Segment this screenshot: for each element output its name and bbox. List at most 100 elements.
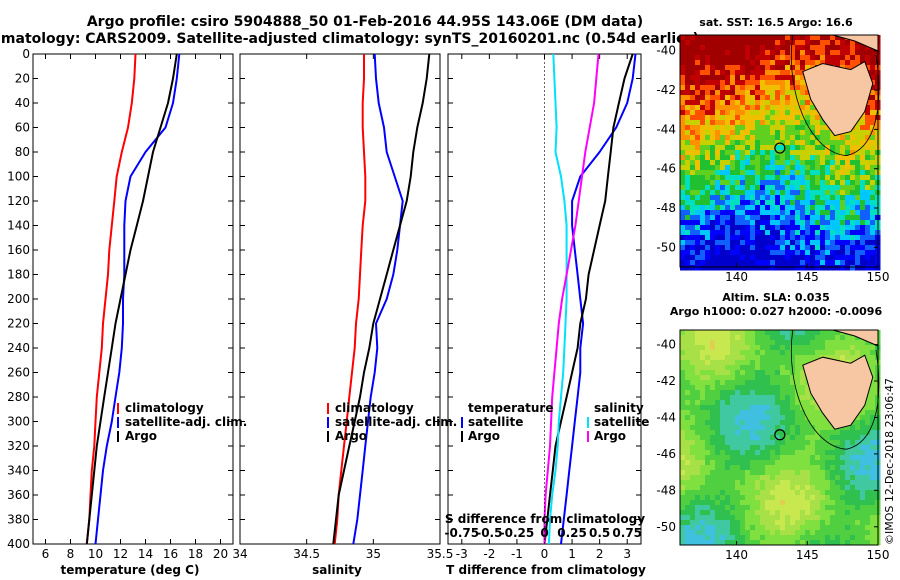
map-cell — [840, 525, 846, 531]
map-cell — [765, 390, 771, 396]
map-cell — [840, 150, 846, 156]
map-cell — [755, 165, 761, 171]
map-cell — [810, 150, 816, 156]
map-cell — [705, 160, 711, 166]
map-cell — [710, 35, 716, 41]
map-cell — [740, 540, 746, 546]
map-cell — [700, 525, 706, 531]
map-cell — [690, 345, 696, 351]
depth-tick-label: 340 — [7, 464, 30, 478]
map-cell — [820, 210, 826, 216]
map-cell — [805, 335, 811, 341]
map-cell — [740, 505, 746, 511]
map-cell — [860, 180, 866, 186]
map-cell — [830, 490, 836, 496]
map-cell — [720, 495, 726, 501]
map-cell — [800, 485, 806, 491]
map-cell — [705, 60, 711, 66]
map-cell — [755, 145, 761, 151]
map-cell — [690, 510, 696, 516]
map-cell — [815, 540, 821, 546]
map-cell — [845, 485, 851, 491]
map-cell — [860, 480, 866, 486]
map-cell — [825, 180, 831, 186]
title-line-2: Climatology: CARS2009. Satellite-adjuste… — [0, 31, 699, 47]
map-cell — [710, 515, 716, 521]
map-cell — [860, 220, 866, 226]
map-cell — [860, 155, 866, 161]
map-cell — [705, 370, 711, 376]
map-cell — [745, 145, 751, 151]
map-cell — [865, 50, 871, 56]
map-cell — [745, 495, 751, 501]
map-cell — [705, 355, 711, 361]
map-cell — [725, 190, 731, 196]
map-cell — [695, 400, 701, 406]
map-cell — [795, 150, 801, 156]
map-cell — [810, 170, 816, 176]
map-cell — [680, 465, 686, 471]
map-cell — [680, 470, 686, 476]
map-cell — [700, 130, 706, 136]
map-cell — [850, 230, 856, 236]
map-cell — [740, 195, 746, 201]
map-cell — [755, 460, 761, 466]
map-cell — [720, 150, 726, 156]
map-cell — [830, 440, 836, 446]
map-cell — [730, 335, 736, 341]
map-cell — [750, 170, 756, 176]
map-cell — [705, 365, 711, 371]
map-cell — [770, 45, 776, 51]
map-cell — [730, 400, 736, 406]
map-cell — [695, 500, 701, 506]
map-cell — [780, 160, 786, 166]
map-cell — [725, 345, 731, 351]
map-cell — [805, 395, 811, 401]
map-cell — [700, 440, 706, 446]
map-cell — [755, 330, 761, 336]
map-cell — [735, 85, 741, 91]
map-cell — [720, 215, 726, 221]
map-cell — [870, 265, 876, 271]
map-cell — [870, 140, 876, 146]
map-cell — [750, 50, 756, 56]
map-cell — [865, 180, 871, 186]
map-cell — [715, 55, 721, 61]
map-cell — [770, 50, 776, 56]
map-cell — [685, 260, 691, 266]
map-cell — [865, 500, 871, 506]
map-cell — [775, 340, 781, 346]
map-cell — [795, 335, 801, 341]
map-cell — [760, 215, 766, 221]
map-cell — [715, 405, 721, 411]
map-cell — [865, 435, 871, 441]
map-cell — [860, 240, 866, 246]
map-cell — [700, 255, 706, 261]
lat-tick-label: -48 — [656, 201, 676, 215]
map-cell — [820, 415, 826, 421]
map-cell — [745, 445, 751, 451]
map-cell — [795, 365, 801, 371]
map-cell — [685, 405, 691, 411]
map-cell — [775, 360, 781, 366]
map-cell — [865, 530, 871, 536]
map-cell — [740, 235, 746, 241]
map-cell — [830, 235, 836, 241]
map-cell — [850, 450, 856, 456]
map-cell — [725, 225, 731, 231]
map-cell — [835, 200, 841, 206]
map-cell — [790, 480, 796, 486]
map-cell — [740, 230, 746, 236]
map-cell — [780, 115, 786, 121]
map-cell — [705, 385, 711, 391]
map-cell — [745, 120, 751, 126]
map-cell — [690, 475, 696, 481]
map-cell — [870, 210, 876, 216]
map-cell — [715, 495, 721, 501]
map-cell — [845, 230, 851, 236]
map-cell — [760, 265, 766, 271]
map-cell — [830, 145, 836, 151]
map-cell — [680, 530, 686, 536]
map-cell — [870, 495, 876, 501]
map-cell — [860, 210, 866, 216]
